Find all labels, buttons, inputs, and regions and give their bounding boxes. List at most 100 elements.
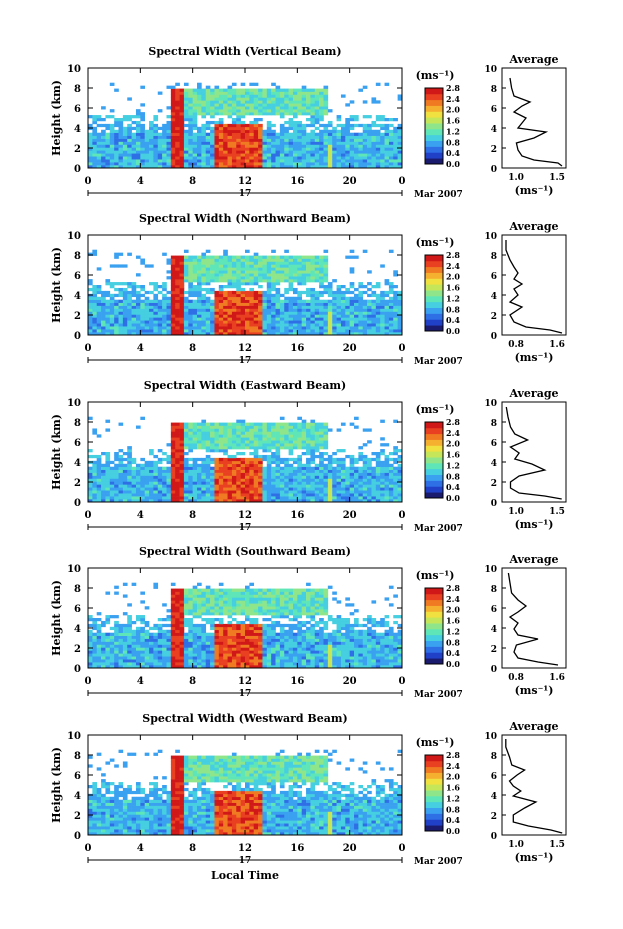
heatmap-cell	[310, 311, 316, 315]
heatmap-cell	[271, 144, 276, 148]
heatmap-cell	[88, 162, 93, 166]
heatmap-cell	[188, 496, 193, 500]
heatmap-cell	[306, 279, 311, 283]
heatmap-cell	[271, 132, 276, 136]
heatmap-cell	[245, 460, 250, 465]
heatmap-cell	[201, 302, 207, 306]
heatmap-cell	[354, 472, 359, 476]
heatmap-cell	[354, 499, 359, 503]
heatmap-cell	[201, 440, 207, 444]
heatmap-cell	[253, 299, 259, 303]
heatmap-cell	[371, 147, 377, 151]
heatmap-cell	[210, 270, 215, 274]
heatmap-cells	[88, 416, 403, 503]
heatmap-cell	[301, 431, 307, 435]
heatmap-cell	[105, 490, 111, 494]
heatmap-cell	[266, 100, 272, 104]
heatmap-cell	[279, 317, 285, 321]
heatmap-cell	[301, 472, 307, 476]
heatmap-cell	[262, 320, 268, 324]
heatmap-cell	[262, 100, 268, 104]
heatmap-cell	[197, 296, 202, 301]
heatmap-cell	[292, 91, 298, 95]
heatmap-cell	[292, 323, 298, 327]
heatmap-cell	[210, 97, 215, 101]
heatmap-cell	[367, 499, 372, 503]
heatmap-cell	[114, 123, 119, 128]
heatmap-cell	[179, 285, 185, 289]
heatmap-cell	[380, 493, 385, 497]
heatmap-cell	[149, 153, 154, 157]
heatmap-cell	[153, 320, 159, 324]
heatmap-cell	[345, 103, 350, 107]
heatmap-cell	[245, 94, 250, 98]
heatmap-cell	[131, 293, 137, 298]
heatmap-cell	[388, 493, 394, 497]
heatmap-cell	[92, 156, 98, 160]
heatmap-cell	[358, 314, 364, 318]
heatmap-cell	[266, 317, 272, 321]
heatmap-cell	[332, 153, 337, 157]
heatmap-cell	[88, 629, 93, 634]
heatmap-cell	[253, 305, 259, 309]
heatmap-cell	[201, 138, 207, 142]
heatmap-cell	[109, 499, 115, 503]
heatmap-cell	[349, 162, 355, 166]
heatmap-cell	[275, 329, 281, 333]
heatmap-cell	[140, 156, 145, 160]
heatmap-cell	[240, 88, 246, 92]
heatmap-cell	[140, 141, 145, 145]
heatmap-cell	[319, 469, 324, 473]
heatmap-cell	[114, 478, 119, 482]
heatmap-cell	[96, 118, 102, 122]
heatmap-cell	[135, 662, 141, 666]
heatmap-cell	[218, 472, 224, 476]
heatmap-cell	[92, 165, 98, 169]
heatmap-cell	[314, 100, 320, 104]
heatmap-cell	[354, 478, 359, 482]
heatmap-cell	[175, 302, 180, 306]
heatmap-cell	[153, 138, 159, 142]
colorbar-tick-label: 0.0	[446, 493, 460, 503]
heatmap-cell	[349, 144, 355, 148]
heatmap-cell	[314, 91, 320, 95]
average-profile-line	[509, 77, 563, 167]
heatmap-cell	[388, 150, 394, 154]
heatmap-cell	[105, 126, 111, 131]
heatmap-cell	[175, 443, 180, 447]
heatmap-cell	[375, 138, 381, 142]
heatmap-cell	[218, 487, 224, 491]
heatmap-cell	[314, 493, 320, 497]
x-tick-label: 0	[399, 510, 406, 521]
heatmap-cell	[393, 165, 398, 169]
heatmap-cell	[327, 478, 333, 482]
heatmap-cell	[218, 311, 224, 315]
heatmap-cell	[114, 150, 119, 154]
heatmap-cell	[236, 150, 241, 154]
heatmap-cell	[258, 285, 263, 289]
heatmap-cell	[375, 487, 381, 491]
heatmap-cell	[262, 478, 268, 482]
heatmap-cell	[245, 129, 250, 134]
heatmap-cell	[227, 326, 233, 330]
colorbar-tick-label: 1.2	[446, 460, 460, 470]
heatmap-cell	[231, 437, 237, 441]
heatmap-cell	[292, 97, 298, 101]
heatmap-cell	[310, 487, 316, 491]
heatmap-cell	[310, 454, 316, 459]
heatmap-cell	[205, 144, 211, 148]
heatmap-cell	[162, 138, 167, 142]
heatmap-cell	[170, 425, 176, 429]
heatmap-cell	[197, 493, 202, 497]
heatmap-cell	[275, 493, 281, 497]
heatmap-cell	[131, 138, 137, 142]
heatmap-cell	[92, 147, 98, 151]
heatmap-cell	[192, 323, 198, 327]
heatmap-cell	[88, 449, 93, 453]
heatmap-cell	[127, 129, 132, 134]
heatmap-cell	[332, 147, 337, 151]
heatmap-cell	[214, 493, 220, 497]
heatmap-cell	[223, 437, 228, 441]
heatmap-cell	[266, 440, 272, 444]
heatmap-cell	[345, 469, 350, 473]
